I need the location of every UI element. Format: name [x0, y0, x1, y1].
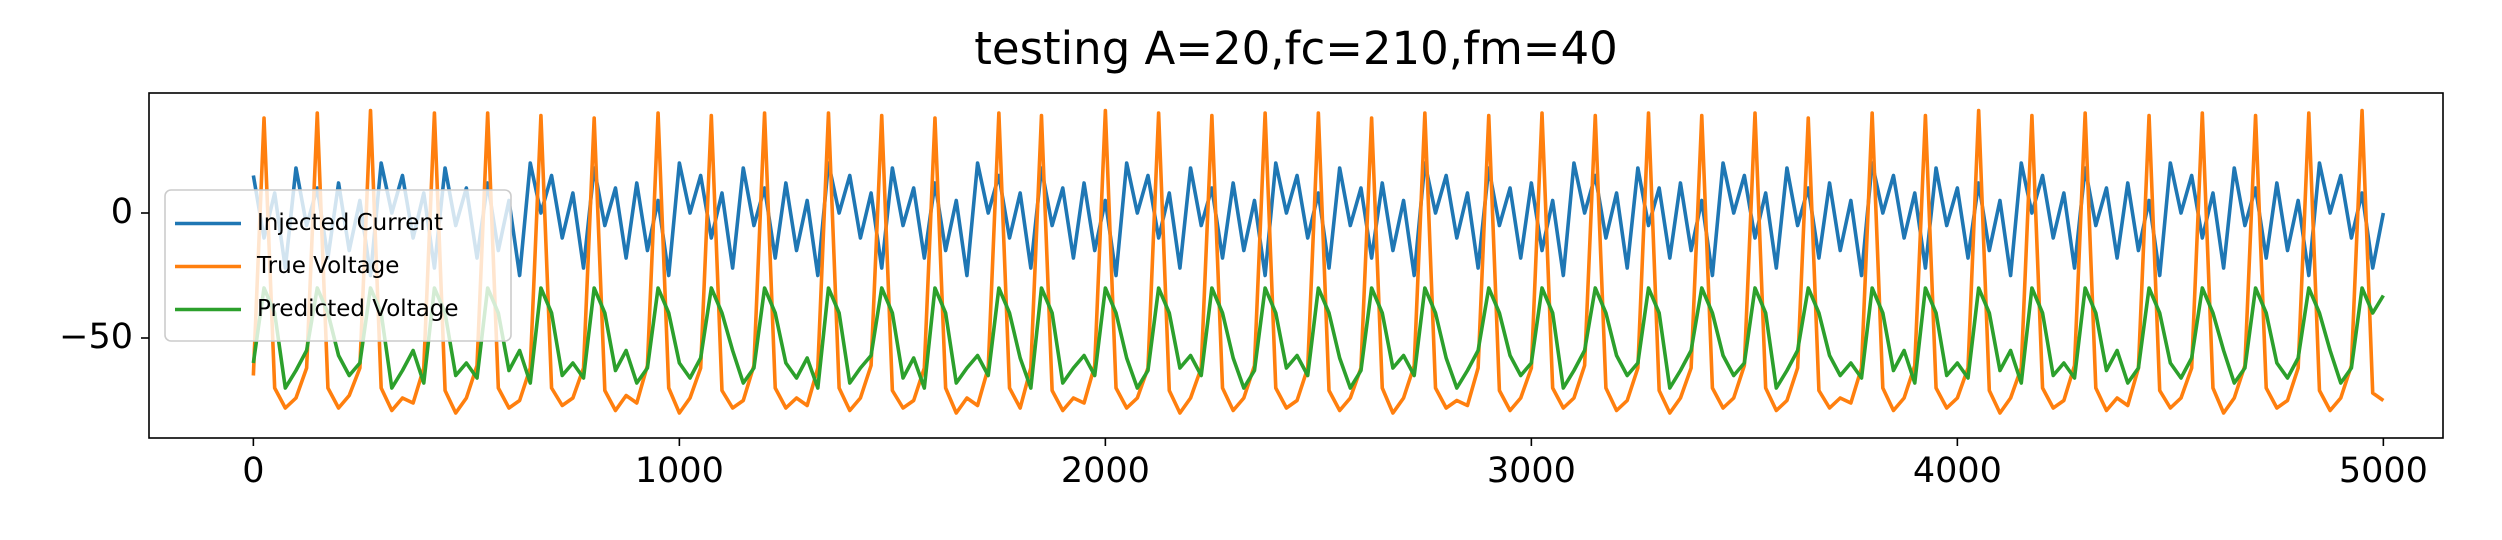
plot-frame: [148, 92, 2444, 439]
legend-label: Injected Current: [257, 210, 443, 236]
series-line: [251, 108, 2385, 415]
chart-title: testing A=20,fc=210,fm=40: [974, 22, 1618, 75]
y-tick-label: −50: [59, 317, 133, 357]
x-tick-label: 1000: [635, 451, 724, 491]
legend-box: [164, 189, 512, 342]
x-tick-label: 5000: [2339, 451, 2428, 491]
legend-label: True Voltage: [256, 253, 399, 279]
series-line: [251, 286, 2385, 390]
x-tick-label: 0: [242, 451, 264, 491]
x-tick-label: 2000: [1061, 451, 1150, 491]
x-tick-label: 3000: [1487, 451, 1576, 491]
legend-label: Predicted Voltage: [257, 296, 459, 322]
y-tick-label: 0: [111, 192, 133, 232]
x-tick-label: 4000: [1913, 451, 2002, 491]
